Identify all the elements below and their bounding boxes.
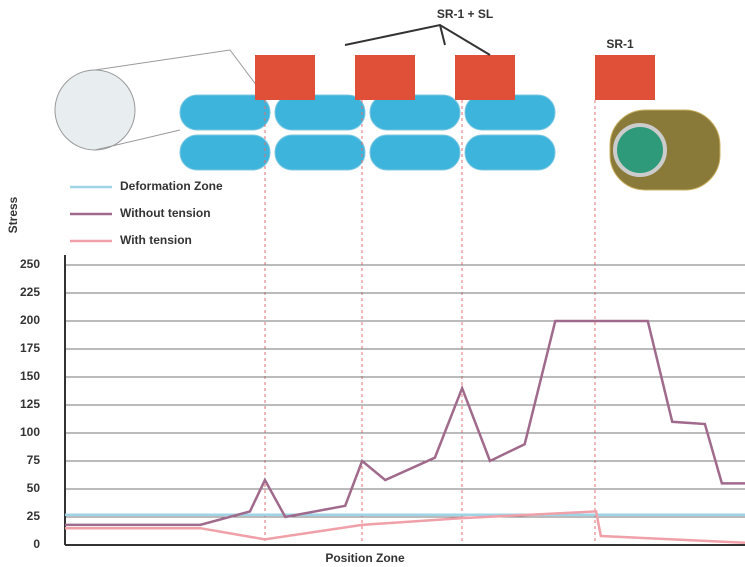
legend-label: Without tension [120, 206, 211, 220]
y-tick-label: 250 [20, 257, 40, 271]
x-axis-label: Position Zone [325, 551, 405, 565]
y-tick-label: 100 [20, 425, 40, 439]
legend-label: With tension [120, 233, 192, 247]
y-tick-label: 225 [20, 285, 40, 299]
y-tick-label: 75 [27, 453, 41, 467]
strip [94, 49, 261, 151]
y-tick-label: 25 [27, 509, 41, 523]
legend-label: Deformation Zone [120, 179, 223, 193]
series-line [65, 319, 745, 527]
series-line [65, 510, 745, 545]
y-tick-label: 50 [27, 481, 41, 495]
y-tick-label: 0 [33, 537, 40, 551]
top-label: SR-1 + SL [437, 7, 493, 21]
rolls [179, 94, 556, 171]
y-tick-label: 150 [20, 369, 40, 383]
illustration: SR-1 + SL SR-1 [54, 7, 721, 545]
y-tick-label: 175 [20, 341, 40, 355]
coil [54, 69, 136, 151]
y-tick-label: 200 [20, 313, 40, 327]
side-label: SR-1 [606, 37, 634, 51]
y-axis-label: Stress [6, 196, 20, 233]
stands [255, 55, 655, 100]
y-tick-label: 125 [20, 397, 40, 411]
